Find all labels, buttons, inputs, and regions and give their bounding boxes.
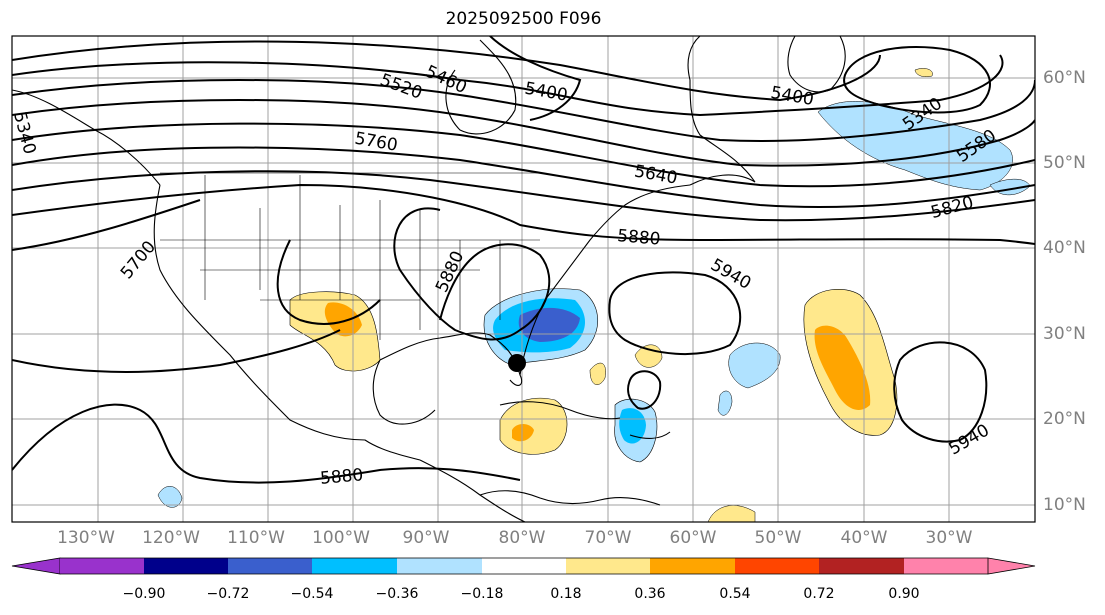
contour-label: 5940 — [945, 421, 992, 460]
lon-label: 120°W — [142, 528, 200, 548]
contour-label: 5640 — [633, 162, 679, 189]
lon-label: 50°W — [754, 528, 802, 548]
lon-label: 100°W — [312, 528, 370, 548]
contour-label: 5400 — [523, 79, 569, 106]
lon-label: 80°W — [498, 528, 546, 548]
lat-label: 20°N — [1043, 409, 1086, 429]
colorbar-tick: −0.18 — [460, 586, 504, 602]
colorbar-tick: −0.54 — [290, 586, 334, 602]
colorbar-tick: 0.54 — [719, 586, 751, 602]
colorbar — [11, 557, 1036, 575]
lat-label: 50°N — [1043, 153, 1086, 173]
lon-label: 90°W — [402, 528, 450, 548]
map-title: 2025092500 F096 — [445, 9, 602, 29]
lon-label: 70°W — [584, 528, 632, 548]
anomaly-shading — [157, 68, 1031, 522]
contour-label: 5880 — [319, 465, 364, 489]
contour-label: 5880 — [432, 248, 468, 296]
lon-label: 130°W — [57, 528, 115, 548]
lon-label: 30°W — [925, 528, 973, 548]
colorbar-tick: −0.36 — [375, 586, 419, 602]
lat-label: 30°N — [1043, 324, 1086, 344]
colorbar-tick: 0.36 — [634, 586, 666, 602]
colorbar-tick: 0.18 — [550, 586, 582, 602]
lon-label: 60°W — [669, 528, 717, 548]
height-contours — [12, 36, 1035, 484]
contour-label: 5880 — [616, 226, 661, 250]
lat-label: 60°N — [1043, 68, 1086, 88]
map-frame — [11, 35, 1036, 523]
colorbar-tick: 0.72 — [803, 586, 835, 602]
contour-label: 5700 — [117, 237, 160, 283]
storm-position-marker — [508, 354, 526, 372]
contour-label: 5940 — [707, 255, 754, 294]
lat-label: 40°N — [1043, 238, 1086, 258]
coastlines — [12, 36, 846, 522]
contour-label: 5400 — [769, 83, 815, 110]
lon-label: 110°W — [227, 528, 285, 548]
lat-label: 10°N — [1043, 495, 1086, 515]
contour-label: 5340 — [9, 110, 40, 157]
colorbar-tick: 0.90 — [888, 586, 920, 602]
contour-label: 5820 — [929, 193, 976, 224]
colorbar-tick: −0.72 — [206, 586, 250, 602]
lon-label: 40°W — [840, 528, 888, 548]
colorbar-tick: −0.90 — [122, 586, 166, 602]
